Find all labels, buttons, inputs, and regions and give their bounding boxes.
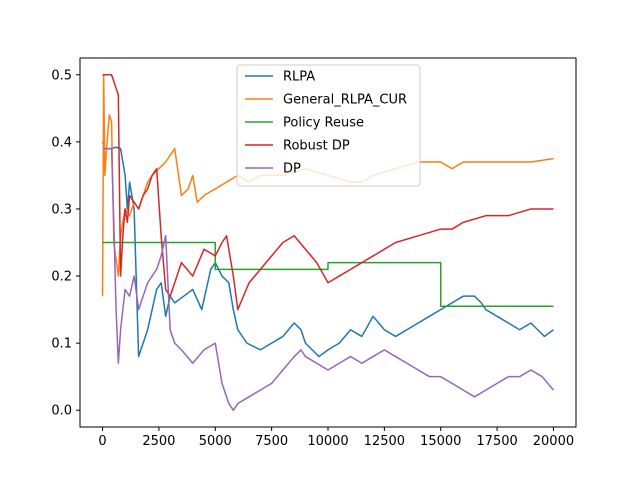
x-axis: 0 2500 5000 7500 10000 12500 15000 17500 20000 [98,427,574,449]
legend: RLPA General_RLPA_CUR Policy Reuse Robust D… [236,64,421,187]
series-line-rlpa [101,141,554,358]
y-tick-label: 0.0 [51,404,72,419]
x-tick-label: 20000 [533,434,574,449]
x-tick-label: 7500 [255,434,288,449]
y-tick-label: 0.4 [51,135,72,150]
y-tick-label: 0.2 [51,270,72,285]
series-layer [101,74,555,411]
x-tick-label: 10000 [307,434,348,449]
legend-item: General_RLPA_CUR [245,93,407,108]
legend-item: Policy Reuse [245,116,364,131]
x-tick-label: 5000 [199,434,232,449]
legend-label: RLPA [283,70,315,85]
legend-item: Robust DP [245,139,350,154]
series-line-robust-dp [102,74,554,311]
y-tick-label: 0.5 [51,68,72,83]
x-tick-label: 15000 [420,434,461,449]
y-tick-label: 0.3 [51,202,72,217]
legend-label: General_RLPA_CUR [283,93,407,108]
legend-label: DP [283,162,301,177]
y-tick-label: 0.1 [51,337,72,352]
legend-item: DP [245,162,301,177]
series-line-policy-reuse [102,241,554,307]
y-axis: 0.0 0.1 0.2 0.3 0.4 0.5 [51,68,80,419]
plot-area [79,57,577,428]
x-tick-label: 12500 [364,434,405,449]
x-tick-label: 2500 [142,434,175,449]
legend-item: RLPA [245,70,315,85]
series-line-dp [102,147,555,411]
x-tick-label: 17500 [476,434,517,449]
legend-box [236,64,421,187]
x-tick-label: 0 [98,434,106,449]
legend-label: Robust DP [283,139,350,154]
legend-label: Policy Reuse [283,116,364,131]
